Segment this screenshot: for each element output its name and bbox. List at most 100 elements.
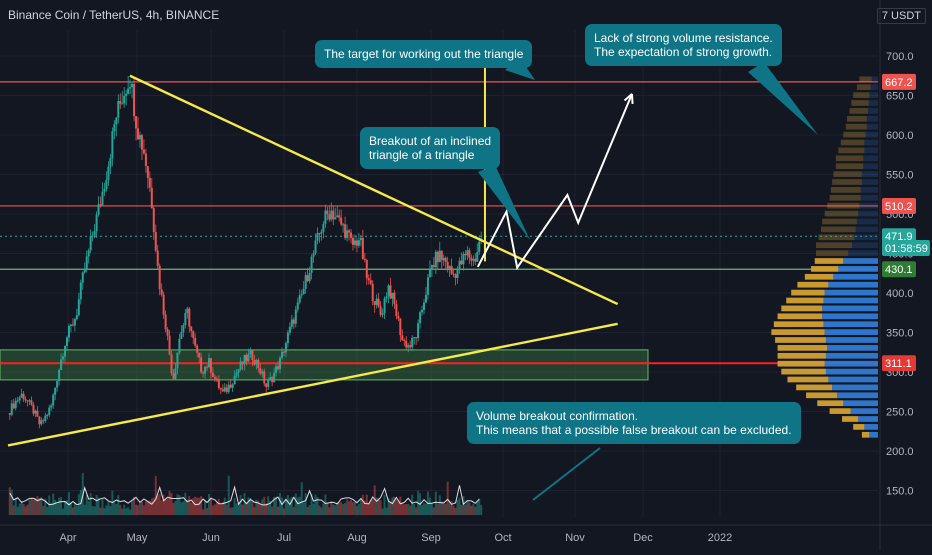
volume-bar [310, 493, 313, 515]
candle-body [58, 369, 61, 381]
price-tag-label: 667.2 [885, 77, 913, 89]
volume-bar [456, 500, 459, 515]
volume-bar [318, 505, 321, 515]
volume-bar [407, 503, 410, 515]
candle-body [452, 273, 455, 275]
volume-bar [421, 505, 424, 515]
volume-bar [389, 501, 392, 515]
volume-bar [123, 504, 126, 515]
candle-body [470, 257, 473, 261]
candle-body [259, 368, 262, 374]
candle-body [18, 397, 21, 401]
candle-body [24, 399, 27, 401]
volume-bar [259, 503, 262, 515]
volume-bar [350, 499, 353, 515]
x-tick-label: Aug [347, 532, 367, 544]
volume-bar [383, 494, 386, 515]
candle-body [277, 366, 280, 370]
volume-bar [71, 507, 74, 515]
volume-bar [387, 498, 390, 515]
volume-bar [336, 502, 339, 515]
volume-profile-up-bar [871, 76, 878, 83]
volume-bar [233, 498, 236, 515]
volume-bar [320, 507, 323, 515]
volume-profile-down-bar [775, 337, 826, 343]
candle-body [359, 237, 362, 241]
candle-body [101, 191, 104, 206]
candle-body [67, 325, 70, 338]
annotation-target[interactable]: The target for working out the triangle [315, 40, 533, 68]
volume-bar [474, 506, 477, 515]
breakout-callout-tail [478, 165, 530, 240]
candle-body [200, 357, 203, 373]
annotation-volume-confirm[interactable]: Volume breakout confirmation. This means… [467, 402, 801, 444]
candle-body [186, 308, 189, 314]
y-tick-label: 250.0 [886, 407, 914, 419]
volume-bar [466, 500, 469, 515]
volume-profile-up-bar [858, 416, 878, 422]
candle-body [351, 237, 354, 245]
volume-bar [154, 476, 157, 515]
x-tick-label: 2022 [708, 532, 732, 544]
volume-profile-up-bar [869, 92, 878, 98]
volume-profile-down-bar [829, 408, 851, 414]
volume-bar [359, 499, 362, 515]
currency-selector[interactable]: 7 USDT [876, 8, 926, 24]
candle-body [107, 166, 110, 180]
volume-bar [215, 501, 218, 515]
volume-bar [375, 497, 378, 515]
candle-body [79, 282, 82, 300]
volume-profile-down-bar [847, 115, 867, 122]
candle-body [298, 295, 301, 303]
candle-body [348, 230, 351, 233]
volume-bar [46, 507, 49, 515]
candle-body [403, 340, 406, 342]
volume-profile-down-bar [853, 92, 870, 98]
volume-bar [101, 498, 104, 515]
support-zone [0, 349, 649, 381]
candle-body [117, 100, 120, 118]
volume-bar [434, 491, 437, 515]
volume-profile-down-bar [786, 297, 824, 304]
volume-bar [12, 505, 15, 515]
annotation-breakout[interactable]: Breakout of an inclined triangle of a tr… [360, 127, 501, 169]
candle-body [127, 88, 130, 94]
candle-body [369, 280, 372, 284]
volume-profile-up-bar [864, 147, 878, 154]
volume-bar [166, 498, 169, 515]
trendline-ascending[interactable] [7, 322, 618, 447]
symbol-title[interactable]: Binance Coin / TetherUS, 4h, BINANCE [8, 8, 220, 22]
volume-bar [401, 502, 404, 515]
volume-bar [36, 496, 39, 515]
candle-body [54, 387, 57, 395]
candle-body [478, 241, 481, 253]
candle-body [401, 335, 404, 341]
candle-body [251, 350, 254, 361]
volume-profile-down-bar [777, 345, 828, 351]
candle-body [284, 343, 287, 353]
volume-profile-down-bar [820, 226, 856, 233]
x-tick-label: Sep [421, 532, 441, 544]
candle-body [99, 204, 102, 206]
candle-body [442, 257, 445, 261]
candle-body [237, 369, 240, 373]
candle-body [8, 413, 11, 415]
volume-bar [324, 494, 327, 515]
y-tick-label: 350.0 [886, 328, 914, 340]
volume-profile-down-bar [856, 84, 871, 91]
price-tag-label: 01:58:59 [885, 243, 928, 255]
annotation-volume-resistance[interactable]: Lack of strong volume resistance. The ex… [585, 24, 782, 66]
volume-profile-up-bar [869, 431, 878, 438]
volume-bar [164, 499, 167, 515]
projection-path[interactable] [476, 93, 633, 271]
volume-bar [97, 497, 100, 515]
volume-bar [14, 497, 17, 515]
volume-profile-up-bar [855, 226, 878, 233]
trendline-descending[interactable] [129, 74, 619, 306]
volume-bar [30, 498, 33, 515]
volume-bar [219, 504, 222, 515]
volume-bar [137, 505, 139, 515]
candle-body [399, 318, 402, 336]
candle-body [91, 235, 94, 237]
